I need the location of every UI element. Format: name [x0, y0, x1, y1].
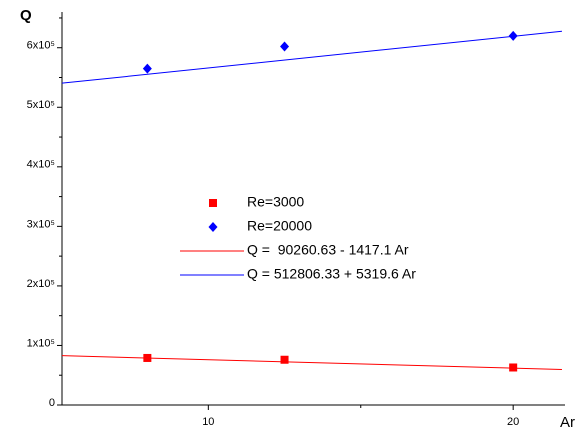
marker-square	[143, 353, 152, 362]
legend-label: Re=20000	[247, 218, 312, 234]
y-tick-label: 0	[49, 397, 55, 409]
x-axis-label: Ar	[560, 414, 575, 431]
y-tick-label: 2x10⁵	[27, 278, 55, 290]
y-tick-label: 1x10⁵	[27, 337, 55, 349]
fit-line	[61, 30, 563, 84]
marker-diamond	[208, 222, 218, 232]
marker-diamond	[142, 63, 152, 74]
marker-diamond	[280, 41, 290, 52]
marker-square	[209, 199, 217, 207]
y-tick-label: 4x10⁵	[27, 159, 55, 171]
marker-diamond	[508, 30, 518, 41]
marker-square	[280, 355, 289, 364]
legend-label: Q = 90260.63 - 1417.1 Ar	[247, 242, 409, 258]
y-tick-label: 5x10⁵	[27, 99, 55, 111]
y-tick-label: 3x10⁵	[27, 218, 55, 230]
fit-line	[61, 355, 562, 370]
x-tick-label: 10	[202, 416, 214, 428]
marker-square	[509, 363, 518, 372]
x-tick-label: 20	[507, 416, 519, 428]
y-axis-label: Q	[20, 7, 32, 24]
y-tick-label: 6x10⁵	[27, 40, 55, 52]
legend-label: Q = 512806.33 + 5319.6 Ar	[247, 266, 416, 282]
legend-label: Re=3000	[247, 194, 304, 210]
